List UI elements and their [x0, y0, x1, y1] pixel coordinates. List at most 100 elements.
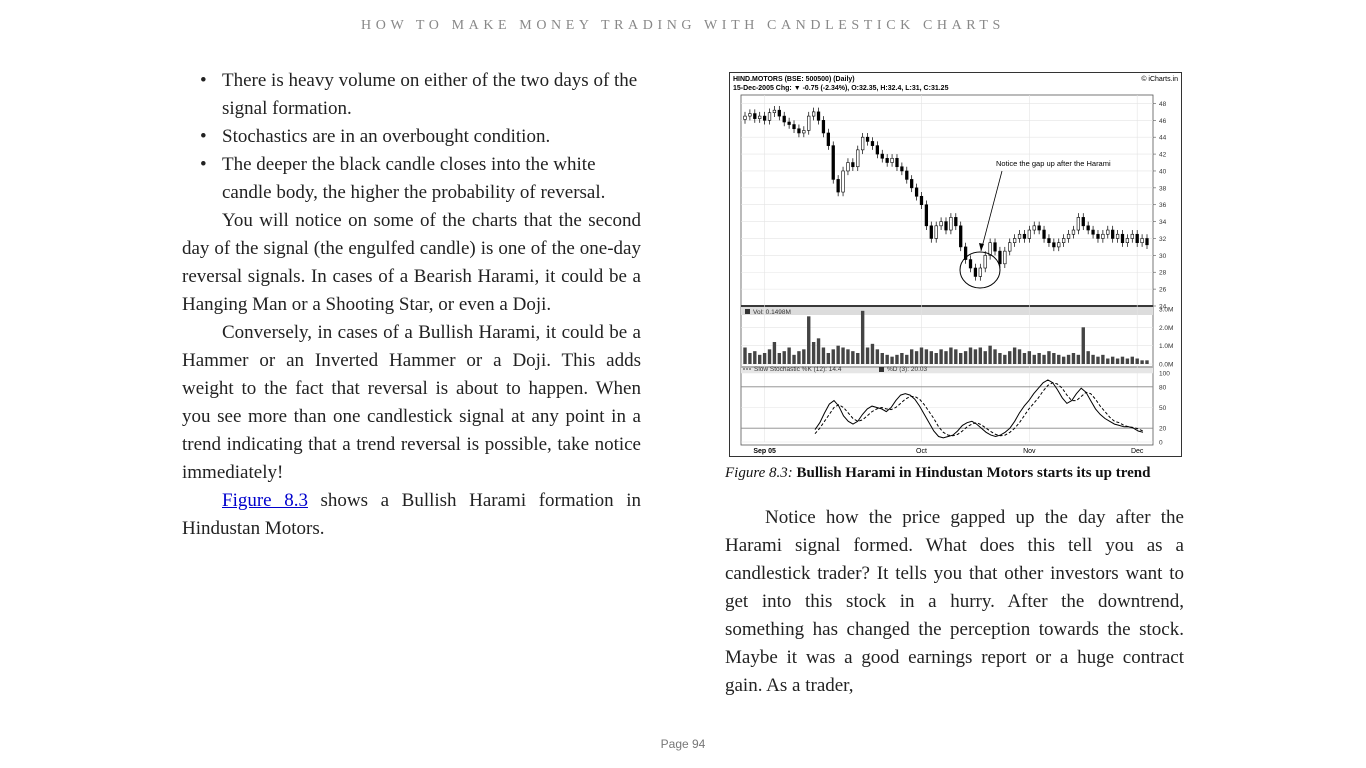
price-tick-label: 30	[1159, 253, 1167, 260]
chart-annotation: Notice the gap up after the Harami	[996, 159, 1111, 168]
volume-bar	[1106, 358, 1110, 364]
chart-header-quote: 15-Dec-2005 Chg: ▼ -0.75 (-2.34%), O:32.…	[733, 85, 949, 92]
stoch-d-swatch	[879, 367, 884, 372]
volume-bar	[919, 347, 924, 364]
volume-bar	[1061, 356, 1066, 364]
candle-body	[924, 204, 929, 227]
figure-link[interactable]: Figure 8.3	[222, 490, 308, 511]
candle-body	[890, 158, 894, 163]
price-tick-label: 46	[1159, 118, 1167, 125]
candle-body	[1066, 233, 1071, 239]
candlestick-chart: HIND.MOTORS (BSE: 500500) (Daily) 15-Dec…	[733, 75, 1178, 455]
x-tick-label: Sep 05	[753, 448, 776, 455]
candle-body	[1135, 233, 1139, 243]
candle-body	[1042, 229, 1046, 239]
price-tick-label: 42	[1159, 152, 1167, 159]
candle-body	[1145, 238, 1149, 246]
volume-bar	[767, 349, 772, 364]
candle-body	[1057, 242, 1061, 248]
candle-body	[1047, 238, 1051, 243]
volume-bar	[909, 349, 914, 364]
stoch-d-label: %D (3): 20.03	[887, 366, 927, 373]
stochastic-panel	[814, 379, 1144, 439]
volume-bar	[743, 347, 747, 364]
price-tick-label: 28	[1159, 270, 1167, 277]
candle-body	[1081, 217, 1085, 227]
volume-bar	[949, 347, 953, 364]
volume-bar	[973, 349, 978, 364]
volume-bar	[1140, 360, 1144, 364]
volume-bar	[1071, 353, 1076, 364]
volume-bar	[929, 351, 933, 364]
candle-body	[743, 115, 747, 120]
volume-bar	[1081, 327, 1085, 364]
candle-body	[753, 113, 757, 119]
candle-body	[782, 115, 786, 123]
candle-body	[959, 225, 963, 248]
volume-bar	[777, 353, 782, 364]
volume-bar	[880, 353, 884, 364]
candle-body	[812, 111, 816, 117]
candle-body	[1086, 225, 1090, 231]
candle-body	[929, 225, 933, 239]
volume-bar	[1101, 354, 1105, 364]
volume-bar	[988, 345, 992, 364]
candle-body	[905, 170, 909, 180]
left-column: There is heavy volume on either of the t…	[182, 67, 641, 543]
volume-bar	[797, 351, 801, 364]
paragraph: You will notice on some of the charts th…	[182, 210, 641, 315]
candle-body	[919, 195, 924, 206]
candle-body	[807, 115, 811, 131]
plot-frame	[740, 94, 1154, 446]
volume-bar	[959, 353, 963, 364]
candle-body	[748, 113, 752, 117]
volume-bar	[758, 354, 762, 364]
candle-body	[787, 121, 791, 125]
arrow-head	[979, 243, 984, 251]
price-tick-label: 24	[1159, 304, 1167, 311]
volume-bar	[792, 354, 796, 364]
candle-body	[983, 255, 987, 269]
volume-bar	[900, 353, 904, 364]
annotation-arrow	[980, 170, 1003, 252]
candle-body	[1096, 233, 1100, 239]
candle-body	[1003, 250, 1007, 265]
volume-bar	[1086, 351, 1090, 364]
volume-bar	[1042, 354, 1046, 364]
candle-body	[836, 179, 840, 193]
candle-body	[1115, 233, 1120, 239]
volume-bar	[1027, 351, 1032, 364]
candle-body	[1027, 229, 1031, 239]
candle-body	[1091, 229, 1095, 235]
volume-bar	[870, 343, 875, 364]
grid	[741, 95, 1153, 443]
candle-body	[826, 132, 830, 146]
volume-bar	[963, 351, 968, 364]
chart-brand: © iCharts.in	[1141, 75, 1178, 83]
candle-body	[949, 217, 953, 231]
bullet-item: Stochastics are in an overbought conditi…	[200, 123, 641, 151]
chart-header-title: HIND.MOTORS (BSE: 500500) (Daily)	[733, 76, 855, 83]
volume-tick-label: 2.0M	[1159, 325, 1173, 332]
candle-body	[954, 217, 958, 227]
candle-body	[1008, 242, 1012, 252]
candle-body	[1052, 242, 1056, 248]
price-panel	[743, 105, 1149, 281]
bullet-item: There is heavy volume on either of the t…	[200, 67, 641, 123]
volume-bar	[1125, 358, 1130, 364]
volume-bar	[895, 354, 899, 364]
candle-body	[802, 130, 806, 134]
candle-body	[1062, 238, 1066, 243]
candle-body	[861, 136, 865, 151]
candle-body	[993, 242, 997, 252]
volume-bar	[875, 349, 880, 364]
volume-bar	[998, 353, 1002, 364]
candle-body	[900, 166, 904, 172]
volume-bar	[1008, 351, 1012, 364]
price-tick-label: 40	[1159, 168, 1167, 175]
stoch-tick-label: 50	[1159, 405, 1167, 412]
volume-tick-label: 3.0M	[1159, 307, 1173, 314]
candle-body	[939, 221, 943, 227]
volume-bar	[1052, 353, 1056, 364]
harami-circle	[959, 251, 1001, 289]
